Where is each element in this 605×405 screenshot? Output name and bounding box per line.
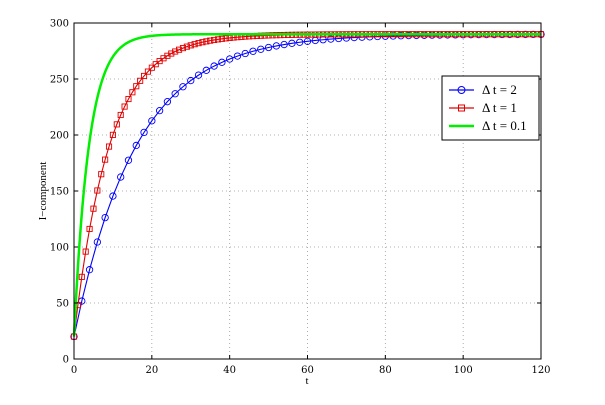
data-point (257, 45, 265, 53)
data-point (249, 47, 257, 55)
data-point (125, 95, 132, 103)
grid (74, 23, 541, 359)
y-tick-label: 250 (50, 75, 69, 86)
data-point (194, 71, 203, 79)
data-point (133, 83, 140, 90)
x-tick-label: 60 (301, 365, 314, 376)
y-tick-label: 50 (56, 299, 69, 310)
data-point (187, 76, 195, 85)
data-point (218, 35, 225, 42)
data-point (129, 89, 136, 96)
data-point (132, 141, 140, 150)
legend-label-series-0: Δ t = 2 (482, 82, 517, 97)
data-point (397, 32, 405, 40)
data-point (163, 98, 172, 106)
data-point (211, 36, 218, 44)
data-point (303, 37, 312, 45)
data-point (148, 117, 156, 125)
x-tick-label: 100 (454, 365, 473, 376)
data-point (233, 52, 242, 60)
data-point (124, 156, 133, 164)
data-point (202, 66, 210, 74)
data-point (319, 36, 327, 44)
data-point (152, 61, 159, 68)
data-point (109, 131, 116, 138)
data-point (105, 143, 113, 150)
data-point (98, 171, 105, 178)
legend-marker-series-0 (457, 86, 466, 94)
data-point (94, 187, 101, 194)
data-point (389, 32, 397, 40)
data-point (179, 83, 187, 91)
legend: Δ t = 2 Δ t = 1 Δ t = 0.1 (441, 75, 540, 141)
data-point (195, 40, 202, 47)
series-line-2 (72, 32, 541, 337)
data-point (264, 43, 273, 52)
data-point (140, 72, 148, 80)
data-point (207, 37, 214, 44)
data-point (113, 121, 120, 128)
data-point (203, 38, 210, 45)
data-point (222, 35, 229, 42)
y-tick-label: 100 (50, 243, 69, 254)
data-point (86, 225, 93, 233)
data-point (101, 213, 109, 222)
series-layer (70, 30, 545, 341)
y-axis-label: I−component (37, 162, 49, 221)
data-point (93, 238, 102, 246)
data-point (280, 40, 288, 49)
data-point (117, 111, 124, 119)
x-tick-label: 40 (223, 365, 236, 376)
y-tick-label: 150 (50, 187, 69, 198)
data-point (137, 77, 144, 84)
data-point (288, 39, 296, 47)
y-tick-label: 0 (63, 355, 69, 366)
legend-label-series-2: Δ t = 0.1 (482, 118, 527, 133)
x-tick-label: 80 (379, 365, 392, 376)
data-point (327, 35, 335, 43)
legend-label-series-1: Δ t = 1 (482, 100, 517, 115)
data-point (218, 58, 226, 66)
x-tick-label: 0 (71, 365, 77, 376)
legend-marker-series-1 (458, 104, 465, 112)
data-point (168, 50, 175, 57)
x-tick-label: 120 (531, 365, 550, 376)
data-point (155, 107, 164, 115)
x-tick-label: 20 (145, 365, 158, 376)
data-point (183, 43, 190, 50)
data-point (241, 49, 249, 58)
data-point (226, 55, 234, 63)
data-point (148, 64, 155, 71)
ticks: 0 20 40 60 80 100 120 0 50 100 150 200 250 300 (50, 19, 551, 377)
data-point (117, 173, 125, 181)
data-point (187, 42, 194, 49)
y-tick-label: 300 (50, 19, 69, 30)
data-point (102, 156, 109, 163)
x-axis-label: t (305, 375, 308, 387)
data-point (121, 103, 128, 110)
data-point (171, 90, 179, 98)
y-tick-label: 200 (50, 131, 69, 142)
data-point (179, 45, 187, 52)
data-point (85, 266, 94, 274)
data-point (210, 62, 218, 70)
data-point (109, 192, 117, 200)
data-point (176, 46, 183, 53)
data-point (172, 48, 179, 55)
data-point (296, 38, 304, 46)
series-2 (72, 32, 541, 337)
data-point (191, 41, 198, 48)
data-point (405, 31, 413, 40)
data-point (82, 248, 89, 255)
data-point (78, 273, 85, 280)
data-point (199, 39, 206, 46)
data-point (144, 68, 151, 75)
data-point (140, 128, 148, 137)
data-point (214, 36, 222, 43)
data-point (90, 205, 97, 212)
data-point (272, 42, 281, 50)
